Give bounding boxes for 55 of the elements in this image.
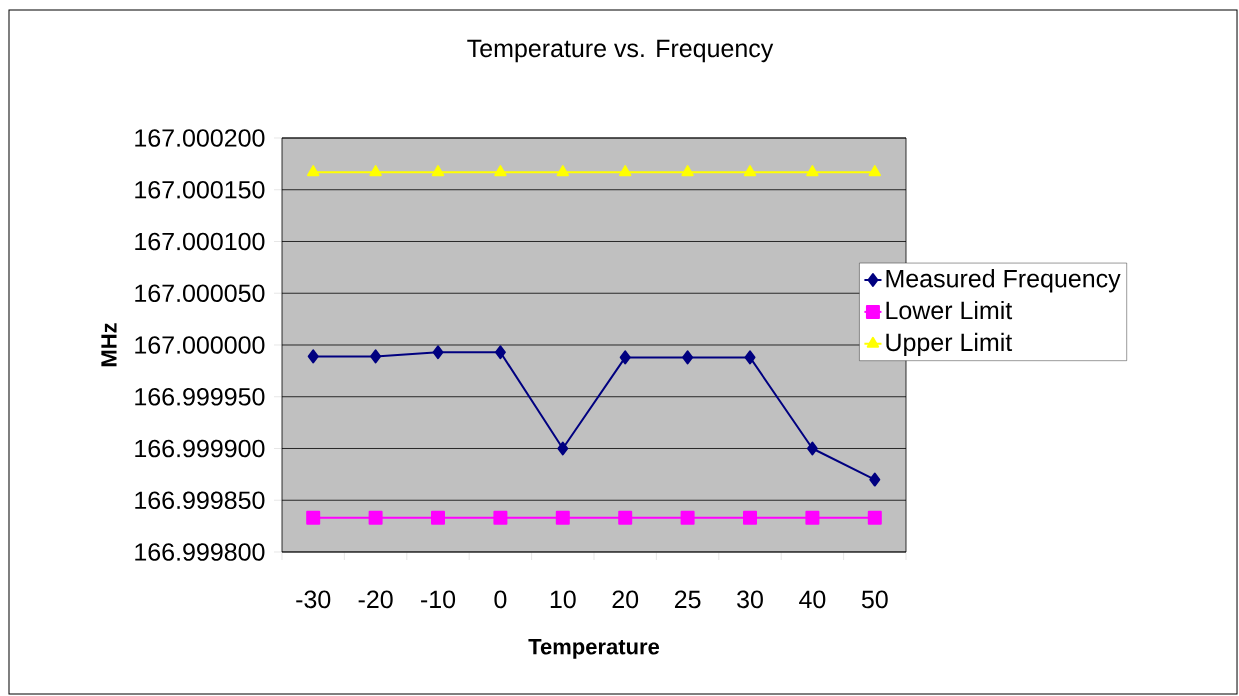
y-tick-label: 166.999900 [135, 439, 265, 458]
point [494, 345, 506, 360]
point [681, 165, 694, 177]
legend-label: Lower Limit [886, 300, 1013, 320]
point [556, 165, 569, 177]
point [743, 165, 757, 177]
point [370, 349, 382, 364]
point [306, 510, 321, 525]
x-tick-label: 10 [550, 590, 576, 609]
point [868, 165, 881, 177]
y-axis-title: MHz [101, 323, 117, 367]
point [806, 165, 819, 177]
x-tick-label: 40 [799, 590, 826, 609]
point [680, 510, 695, 525]
x-tick-label: -10 [421, 590, 456, 609]
point [555, 510, 570, 525]
point [432, 345, 444, 360]
y-tick-label: 166.999950 [135, 387, 265, 406]
y-tick-label: 167.000100 [135, 232, 265, 251]
x-axis-title: Temperature [528, 639, 660, 659]
x-tick-label: 30 [737, 590, 763, 609]
point [867, 510, 882, 525]
point [493, 510, 508, 525]
point [557, 441, 569, 456]
point [494, 165, 507, 177]
point [618, 510, 633, 525]
point [619, 350, 631, 365]
point [682, 350, 694, 365]
x-tick-label: 20 [612, 590, 639, 609]
x-tick-label: -20 [358, 590, 393, 609]
x-tick-label: -30 [296, 590, 331, 609]
y-tick-label: 167.000050 [135, 284, 265, 303]
y-tick-label: 166.999850 [135, 491, 265, 510]
point [307, 165, 320, 177]
point [307, 349, 319, 364]
legend-label: Upper Limit [886, 332, 1013, 357]
legend-label: Measured Frequency [886, 269, 1121, 293]
point [431, 165, 445, 177]
y-tick-label: 167.000150 [135, 180, 265, 199]
point [431, 510, 445, 525]
point [368, 510, 383, 525]
x-tick-label: 25 [674, 590, 701, 609]
point [743, 510, 757, 525]
point [619, 165, 632, 177]
x-tick-label: 50 [861, 590, 888, 609]
chart-title: Temperature vs. Frequency [467, 39, 774, 63]
y-tick-label: 167.000000 [135, 336, 265, 354]
point [806, 441, 818, 456]
point [869, 472, 881, 487]
point [369, 165, 382, 177]
y-tick-label: 167.000200 [135, 129, 265, 147]
y-tick-label: 166.999800 [135, 543, 265, 561]
point [805, 510, 820, 525]
x-tick-label: 0 [494, 590, 507, 609]
point [744, 350, 756, 365]
